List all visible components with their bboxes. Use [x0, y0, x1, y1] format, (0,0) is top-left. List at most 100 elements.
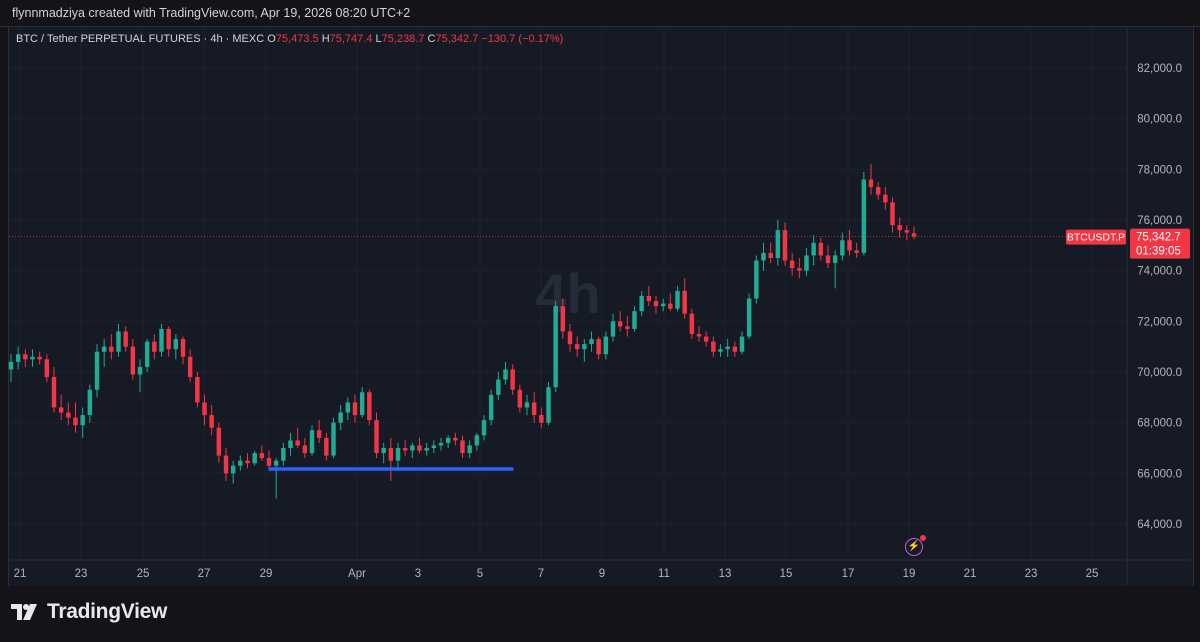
candle-body	[295, 440, 300, 446]
candle-body	[402, 448, 408, 451]
time-tick-label: 19	[903, 568, 916, 580]
candle-body	[238, 460, 243, 466]
interval-watermark: 4h	[535, 262, 600, 325]
candle-body	[15, 354, 21, 362]
time-tick-label: 3	[415, 568, 421, 580]
symbol-tag-label: BTCUSDT.P	[1067, 232, 1125, 244]
candle-body	[130, 346, 136, 375]
candle-body	[524, 402, 530, 408]
candle-body	[596, 339, 601, 355]
candle-body	[775, 230, 781, 258]
candle-body	[209, 415, 214, 428]
candle-body	[359, 392, 365, 416]
candle-body	[797, 268, 802, 271]
ohlc-legend: BTC / Tether PERPETUAL FUTURES · 4h · ME…	[16, 33, 563, 45]
candle-body	[259, 453, 265, 459]
candle-body	[517, 389, 523, 408]
candle-body	[703, 336, 709, 342]
candle-body	[488, 394, 494, 421]
time-tick-label: 13	[719, 568, 732, 580]
candle-body	[467, 445, 472, 454]
candle-body	[58, 407, 64, 413]
price-tick-label: 68,000.0	[1137, 418, 1182, 430]
candle-body	[883, 194, 888, 203]
candle-body	[625, 326, 630, 329]
candle-body	[252, 453, 257, 464]
candle-body	[460, 440, 465, 454]
candle-body	[109, 346, 114, 352]
candle-body	[675, 290, 680, 309]
candle-body	[417, 445, 422, 451]
candle-body	[825, 255, 831, 264]
time-tick-label: 23	[1025, 568, 1038, 580]
time-tick-label: 11	[658, 568, 670, 580]
candle-body	[137, 366, 143, 375]
candle-body	[180, 339, 186, 357]
candle-body	[123, 331, 128, 347]
chart-frame[interactable]	[8, 26, 1194, 588]
candle-body	[589, 339, 594, 345]
candle-body	[696, 334, 702, 337]
candle-body	[746, 298, 752, 337]
candle-body	[309, 430, 315, 454]
candle-body	[732, 346, 738, 352]
time-tick-label: 21	[964, 568, 977, 580]
candle-body	[381, 448, 386, 454]
candle-body	[23, 354, 28, 360]
candle-body	[804, 255, 809, 271]
legend-close-value: 75,342.7	[435, 33, 479, 45]
candle-body	[87, 389, 93, 416]
price-tick-label: 82,000.0	[1137, 63, 1182, 75]
candle-body	[388, 448, 394, 461]
candle-body	[861, 179, 867, 253]
candle-body	[811, 242, 816, 256]
author-stamp: flynnmadziya created with TradingView.co…	[12, 6, 411, 20]
candle-body	[395, 448, 401, 461]
symbol-tag	[1066, 229, 1126, 245]
flash-icon[interactable]: ⚡	[905, 535, 926, 556]
candle-body	[288, 440, 293, 448]
candle-body	[668, 303, 673, 309]
candle-body	[202, 402, 207, 416]
tradingview-logo-icon	[11, 604, 37, 620]
candle-body	[152, 341, 157, 352]
candle-body	[324, 437, 329, 456]
candle-body	[159, 328, 164, 352]
candle-body	[37, 356, 42, 360]
time-tick-label: 17	[842, 568, 855, 580]
price-tick-label: 66,000.0	[1137, 468, 1182, 480]
candle-body	[610, 321, 616, 337]
candle-body	[904, 230, 910, 233]
candle-body	[897, 225, 902, 231]
candle-body	[338, 412, 343, 423]
time-tick-label: 29	[260, 568, 273, 580]
candle-body	[281, 448, 286, 461]
current-price-value: 75,342.7	[1136, 232, 1181, 244]
tradingview-logo-text: TradingView	[47, 600, 168, 623]
time-tick-label: 25	[1086, 568, 1099, 580]
candle-body	[187, 356, 193, 378]
time-tick-label: 25	[137, 568, 150, 580]
legend-open-value: 75,473.5	[275, 33, 319, 45]
candle-body	[546, 387, 551, 423]
time-tick-label: 7	[538, 568, 544, 580]
candle-body	[195, 377, 200, 403]
candle-body	[345, 402, 351, 413]
time-tick-label: 27	[198, 568, 211, 580]
candle-body	[302, 445, 308, 454]
candle-body	[890, 202, 895, 226]
candle-body	[840, 240, 845, 256]
candle-body	[653, 301, 659, 307]
candle-body	[789, 260, 795, 269]
candle-body	[531, 402, 537, 416]
candle-body	[273, 460, 279, 466]
candle-body	[496, 379, 501, 395]
legend-change: −130.7 (−0.17%)	[481, 33, 564, 45]
candle-body	[582, 344, 587, 350]
candle-body	[603, 336, 609, 355]
legend-high-label: H	[321, 33, 330, 45]
candle-body	[553, 306, 558, 388]
candle-body	[754, 260, 759, 299]
price-tick-label: 72,000.0	[1137, 316, 1182, 328]
